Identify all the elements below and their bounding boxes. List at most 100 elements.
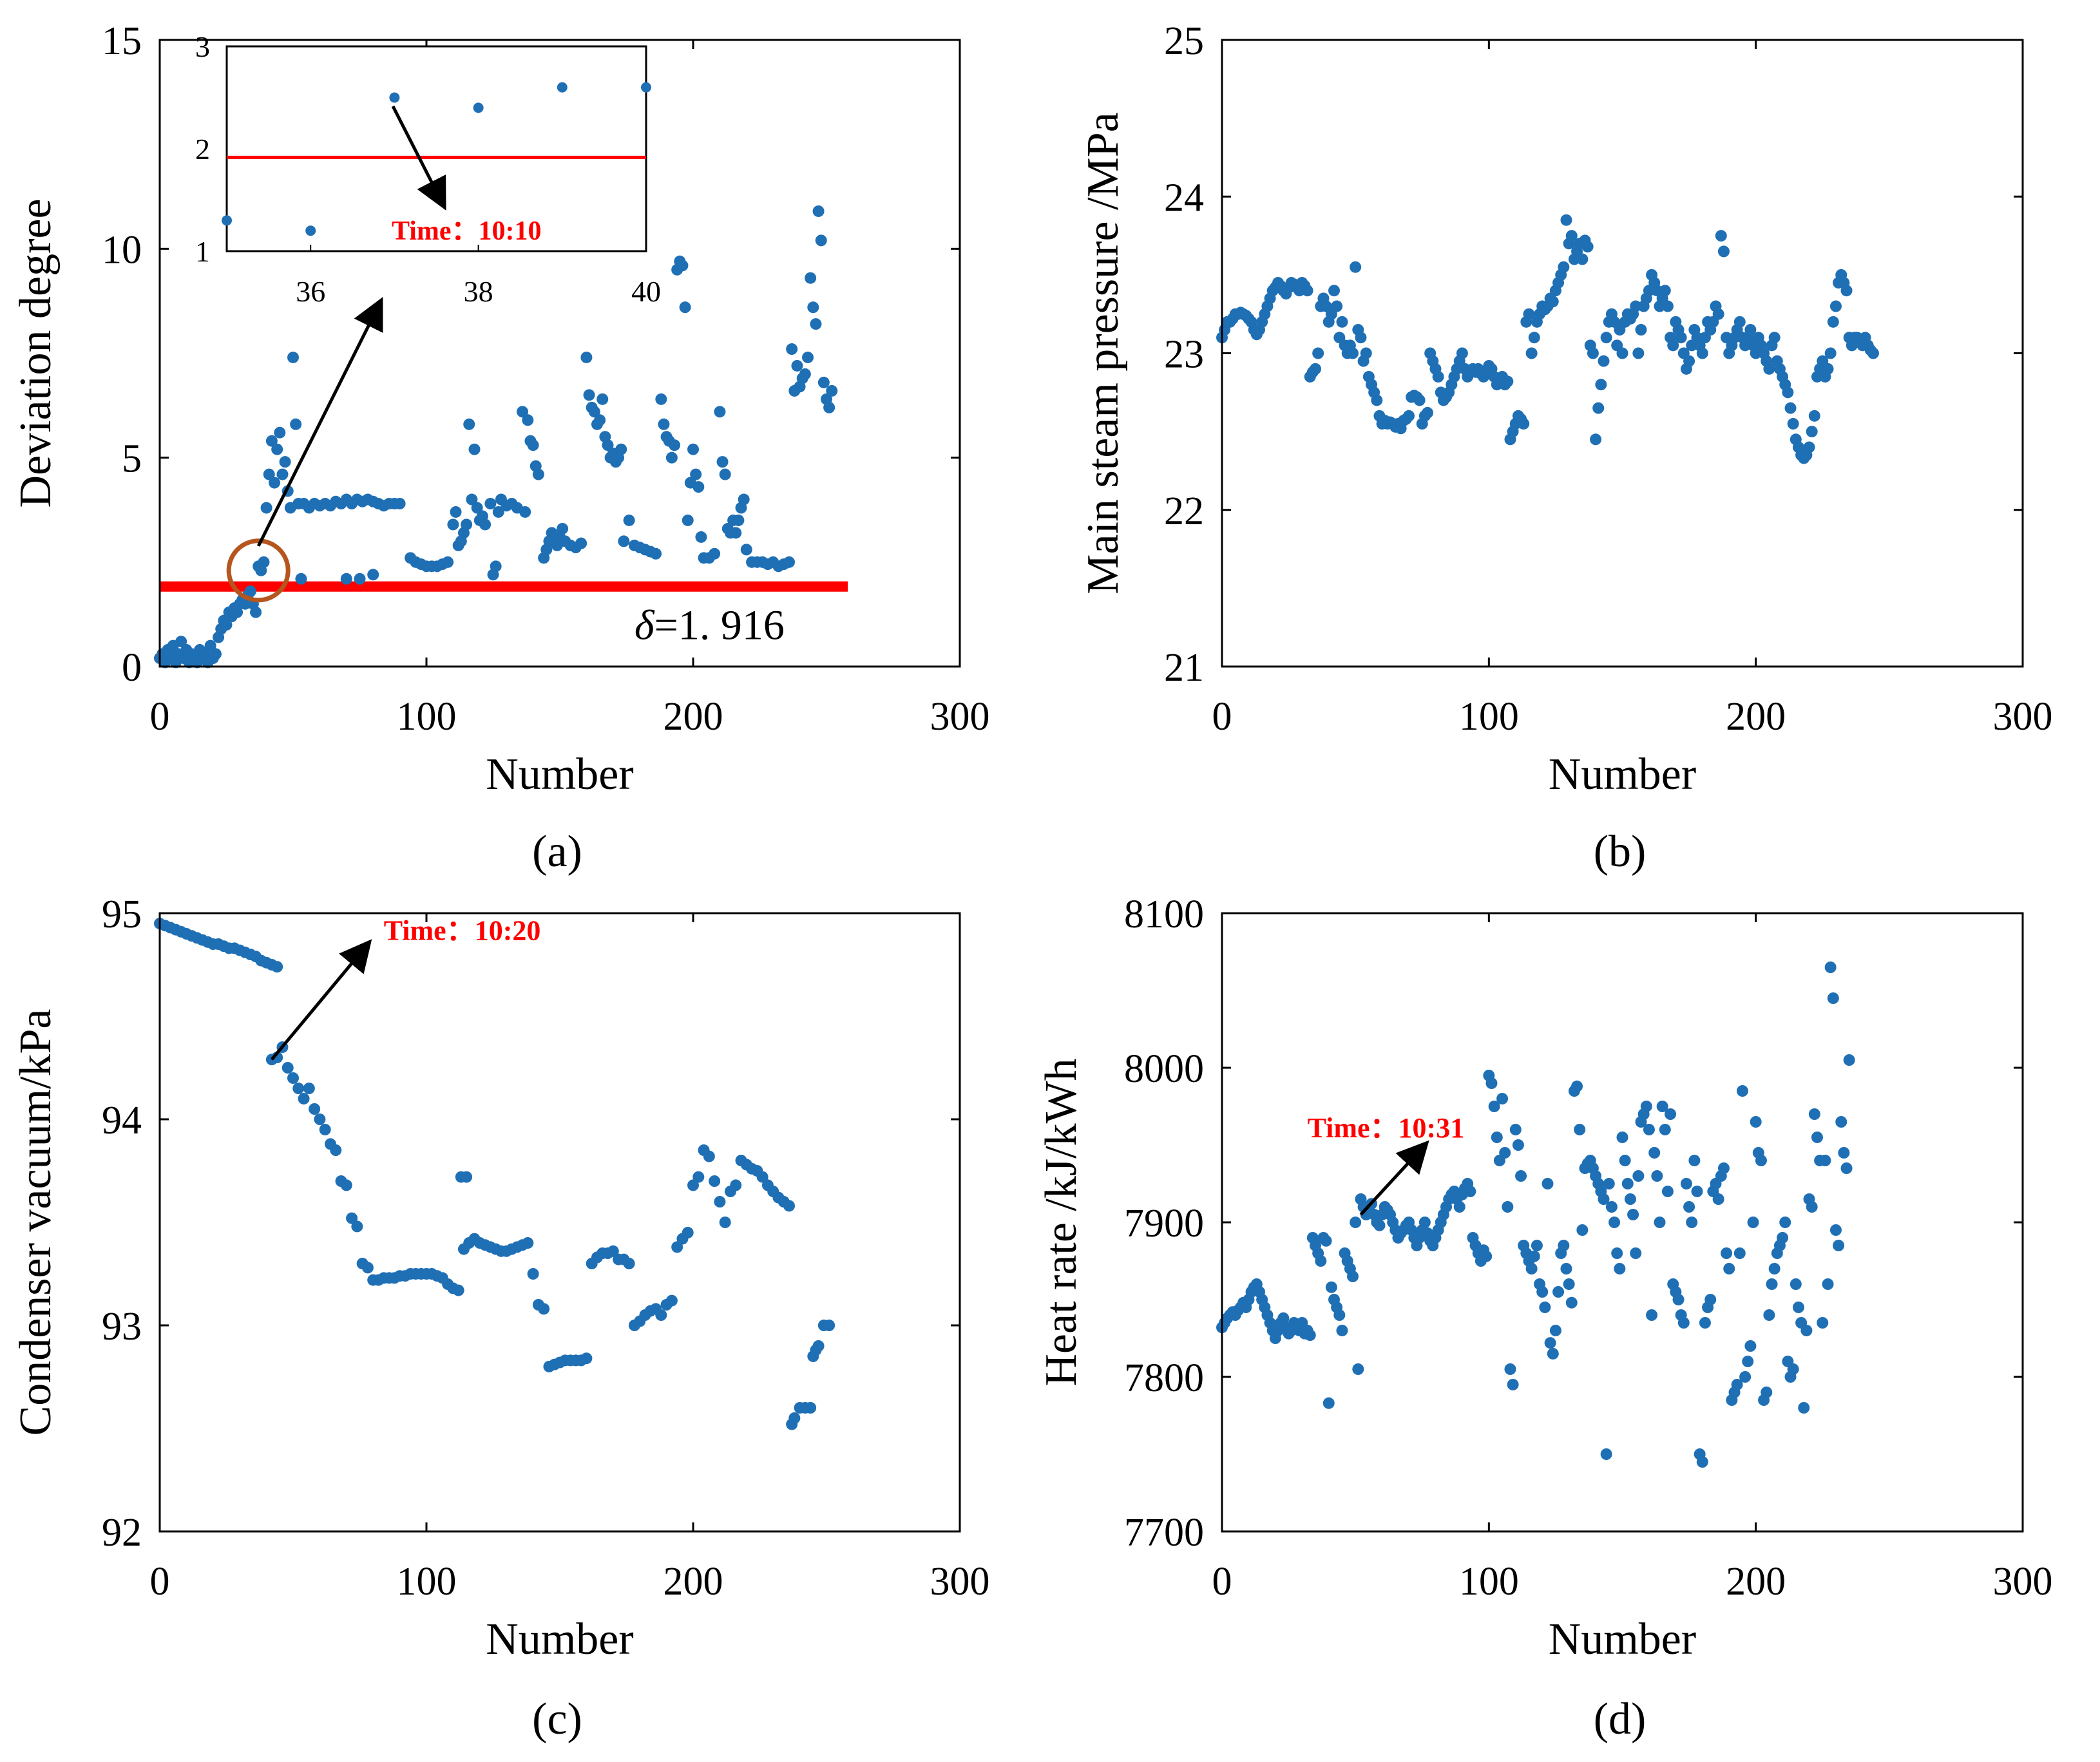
data-point: [788, 1412, 801, 1424]
data-point: [1328, 285, 1341, 297]
data-point: [1536, 1286, 1549, 1298]
data-point: [204, 639, 216, 652]
data-point: [461, 1171, 473, 1183]
data-point: [340, 573, 352, 585]
data-point: [1523, 308, 1535, 320]
data-point: [1304, 1329, 1316, 1341]
data-point: [815, 234, 827, 247]
data-point: [490, 560, 502, 573]
data-point: [583, 389, 595, 401]
data-point: [1565, 230, 1578, 242]
data-point: [1632, 347, 1645, 359]
data-point: [714, 406, 726, 418]
x-tick-label: 300: [930, 695, 990, 739]
data-point: [287, 351, 299, 363]
zoom-arrow: [256, 297, 383, 547]
data-point: [1590, 433, 1602, 446]
data-point: [1547, 296, 1559, 308]
data-point: [1712, 308, 1724, 320]
data-point: [1750, 1116, 1762, 1128]
data-point: [655, 1309, 667, 1321]
threshold-label: δ=1. 916: [635, 602, 785, 649]
y-axis-label: Deviation degree: [11, 198, 61, 507]
data-point: [679, 301, 691, 314]
data-point: [1502, 375, 1514, 388]
panel-caption: (a): [532, 827, 582, 876]
data-point: [692, 1171, 705, 1183]
data-point: [1515, 1170, 1527, 1182]
data-point: [1499, 1147, 1511, 1159]
data-point: [532, 468, 544, 480]
panel-caption: (c): [532, 1694, 582, 1744]
data-point: [517, 406, 529, 418]
data-point: [805, 1402, 817, 1414]
data-point: [1485, 1077, 1498, 1089]
data-point: [484, 498, 497, 510]
data-point: [330, 1144, 342, 1156]
data-point: [1592, 402, 1605, 414]
data-point: [1301, 285, 1313, 297]
data-point: [1371, 394, 1383, 406]
data-point: [671, 1241, 683, 1253]
y-tick-label: 23: [1164, 333, 1204, 377]
data-point: [1352, 1363, 1364, 1375]
data-point: [461, 518, 473, 531]
data-point: [1696, 347, 1708, 359]
data-point: [1491, 1132, 1503, 1143]
data-point: [1560, 1263, 1572, 1274]
data-point: [282, 1062, 294, 1074]
data-point: [314, 1113, 326, 1125]
data-point: [1761, 1387, 1773, 1398]
data-point: [1667, 339, 1679, 352]
data-point: [1768, 1263, 1780, 1274]
data-point: [1560, 214, 1572, 226]
data-point: [730, 1179, 742, 1191]
data-point: [1838, 1147, 1850, 1159]
data-point: [1336, 316, 1348, 328]
data-point: [1819, 1155, 1831, 1166]
data-point: [1413, 394, 1426, 406]
y-tick-label: 7900: [1124, 1202, 1204, 1246]
data-point: [1576, 253, 1589, 265]
data-point: [1544, 1337, 1556, 1349]
annotation-arrow: [270, 939, 372, 1061]
data-point: [709, 547, 721, 560]
data-point: [1817, 1317, 1829, 1329]
data-point: [1790, 1278, 1802, 1290]
data-point: [250, 606, 262, 618]
data-point: [703, 1150, 715, 1162]
y-tick-label: 22: [1164, 489, 1204, 533]
data-point: [1672, 1294, 1685, 1305]
data-point: [1350, 1217, 1362, 1228]
data-point: [1456, 347, 1468, 359]
data-point: [1829, 1224, 1842, 1236]
data-point: [1723, 1263, 1735, 1274]
axes-frame: [158, 39, 961, 668]
data-point: [1528, 1250, 1540, 1262]
annotation-text: Time：10:20: [384, 915, 541, 947]
x-axis-label: Number: [486, 750, 633, 799]
data-point: [807, 301, 819, 314]
data-point: [658, 418, 670, 430]
data-point: [1827, 316, 1839, 328]
data-point: [527, 1268, 539, 1280]
y-axis-label: Heat rate /kJ/kWh: [1036, 1058, 1086, 1386]
data-point: [244, 585, 256, 598]
x-tick-label: 200: [1726, 1560, 1786, 1604]
axes-frame: [1221, 912, 2024, 1533]
data-point: [1808, 410, 1820, 422]
data-point: [479, 518, 492, 531]
data-point: [442, 556, 454, 568]
data-point: [812, 1340, 825, 1352]
y-tick-label: 94: [102, 1099, 142, 1142]
data-point: [730, 527, 742, 539]
data-point: [303, 1083, 315, 1094]
data-point: [791, 359, 803, 372]
data-point: [1787, 1363, 1799, 1375]
inset-annotation: Time：10:10: [392, 216, 542, 246]
data-point: [665, 1294, 678, 1307]
inset-data-point: [473, 102, 484, 113]
data-point: [1598, 355, 1610, 367]
x-tick-label: 300: [1993, 695, 2053, 739]
data-point: [1675, 332, 1687, 344]
